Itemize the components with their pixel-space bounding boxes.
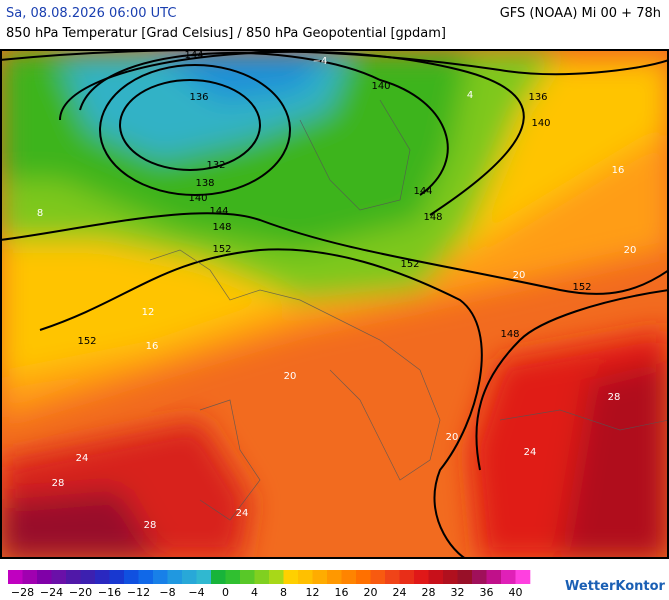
colorbar-label: 8 bbox=[280, 586, 287, 599]
temperature-label: 24 bbox=[236, 508, 249, 519]
colorbar-swatch bbox=[109, 570, 125, 584]
forecast-date: Sa, 08.08.2026 06:00 UTC bbox=[6, 6, 177, 21]
temperature-label: 8 bbox=[37, 208, 43, 219]
colorbar-label: −16 bbox=[98, 586, 121, 599]
colorbar-swatch bbox=[327, 570, 342, 584]
colorbar-label: −12 bbox=[127, 586, 150, 599]
geopotential-contours bbox=[1, 50, 668, 558]
colorbar-swatch bbox=[182, 570, 197, 584]
colorbar-swatch bbox=[8, 570, 23, 584]
colorbar-swatch bbox=[515, 570, 531, 584]
colorbar-label: 40 bbox=[509, 586, 523, 599]
geopotential-label: 140 bbox=[531, 118, 550, 129]
geopotential-label: 144 bbox=[209, 206, 228, 217]
geopotential-label: 132 bbox=[206, 160, 225, 171]
colorbar-swatch bbox=[370, 570, 386, 584]
temperature-label: 20 bbox=[284, 371, 297, 382]
geopotential-label: 152 bbox=[572, 282, 591, 293]
geopotential-label: 140 bbox=[371, 81, 390, 92]
colorbar-label: 32 bbox=[451, 586, 465, 599]
colorbar-swatch bbox=[254, 570, 270, 584]
geopotential-label: 144 bbox=[413, 186, 432, 197]
colorbar-swatch bbox=[22, 570, 38, 584]
colorbar-swatch bbox=[269, 570, 284, 584]
model-run: GFS (NOAA) Mi 00 + 78h bbox=[499, 6, 661, 21]
geopotential-label: 144 bbox=[184, 50, 203, 61]
colorbar-swatch bbox=[428, 570, 444, 584]
temperature-label: 28 bbox=[144, 520, 157, 531]
temperature-label: 24 bbox=[76, 453, 89, 464]
temperature-label: 28 bbox=[608, 392, 621, 403]
geopotential-label: 152 bbox=[400, 259, 419, 270]
colorbar-swatch bbox=[443, 570, 458, 584]
colorbar-swatch bbox=[472, 570, 487, 584]
colorbar-swatch bbox=[501, 570, 516, 584]
colorbar-swatch bbox=[225, 570, 241, 584]
colorbar-label: 12 bbox=[306, 586, 320, 599]
temperature-label: 12 bbox=[142, 307, 155, 318]
colorbar-swatch bbox=[138, 570, 154, 584]
colorbar-swatch bbox=[66, 570, 81, 584]
colorbar-swatch bbox=[37, 570, 52, 584]
temperature-label: 20 bbox=[513, 270, 526, 281]
colorbar-swatch bbox=[399, 570, 415, 584]
colorbar-label: −28 bbox=[11, 586, 34, 599]
geopotential-label: 152 bbox=[212, 244, 231, 255]
temperature-label: 20 bbox=[624, 245, 637, 256]
temperature-field bbox=[1, 50, 668, 558]
colorbar-swatch bbox=[124, 570, 139, 584]
logo: WetterKontor bbox=[565, 579, 666, 594]
colorbar-label: 0 bbox=[222, 586, 229, 599]
colorbar-swatch bbox=[153, 570, 168, 584]
geopotential-label: 148 bbox=[423, 212, 442, 223]
geopotential-label: 136 bbox=[189, 92, 208, 103]
temperature-label: −4 bbox=[313, 56, 328, 67]
colorbar-swatch bbox=[51, 570, 67, 584]
map-subtitle: 850 hPa Temperatur [Grad Celsius] / 850 … bbox=[6, 26, 447, 41]
colorbar-swatch bbox=[167, 570, 183, 584]
geopotential-label: 148 bbox=[212, 222, 231, 233]
colorbar-swatch bbox=[457, 570, 473, 584]
temperature-label: 16 bbox=[146, 341, 159, 352]
geopotential-label: 152 bbox=[77, 336, 96, 347]
geopotential-label: 138 bbox=[195, 178, 214, 189]
colorbar-swatch bbox=[414, 570, 429, 584]
temperature-label: 16 bbox=[612, 165, 625, 176]
colorbar-label: −24 bbox=[40, 586, 63, 599]
coastlines bbox=[149, 99, 668, 521]
colorbar-label: 28 bbox=[422, 586, 436, 599]
colorbar-swatch bbox=[95, 570, 110, 584]
colorbar-label: 20 bbox=[364, 586, 378, 599]
colorbar-swatch bbox=[341, 570, 357, 584]
map-frame bbox=[0, 49, 669, 559]
colorbar-swatch bbox=[298, 570, 313, 584]
colorbar-swatch bbox=[356, 570, 371, 584]
colorbar-swatch bbox=[211, 570, 226, 584]
colorbar-swatch bbox=[196, 570, 212, 584]
colorbar-label: 36 bbox=[480, 586, 494, 599]
temperature-label: 20 bbox=[446, 432, 459, 443]
colorbar-label: −8 bbox=[159, 586, 175, 599]
colorbar-label: 24 bbox=[393, 586, 407, 599]
colorbar-swatch bbox=[283, 570, 299, 584]
temperature-label: 28 bbox=[52, 478, 65, 489]
colorbar-swatch bbox=[80, 570, 96, 584]
temperature-label: 4 bbox=[467, 90, 473, 101]
geopotential-label: 136 bbox=[528, 92, 547, 103]
geopotential-label: 140 bbox=[188, 193, 207, 204]
geopotential-label: 148 bbox=[500, 329, 519, 340]
colorbar-swatch bbox=[385, 570, 400, 584]
colorbar-label: 4 bbox=[251, 586, 258, 599]
colorbar-label: −4 bbox=[188, 586, 204, 599]
colorbar-swatch bbox=[486, 570, 502, 584]
colorbar-swatch bbox=[240, 570, 255, 584]
colorbar-label: 16 bbox=[335, 586, 349, 599]
temperature-label: 24 bbox=[524, 447, 537, 458]
colorbar-label: −20 bbox=[69, 586, 92, 599]
colorbar-swatch bbox=[312, 570, 328, 584]
